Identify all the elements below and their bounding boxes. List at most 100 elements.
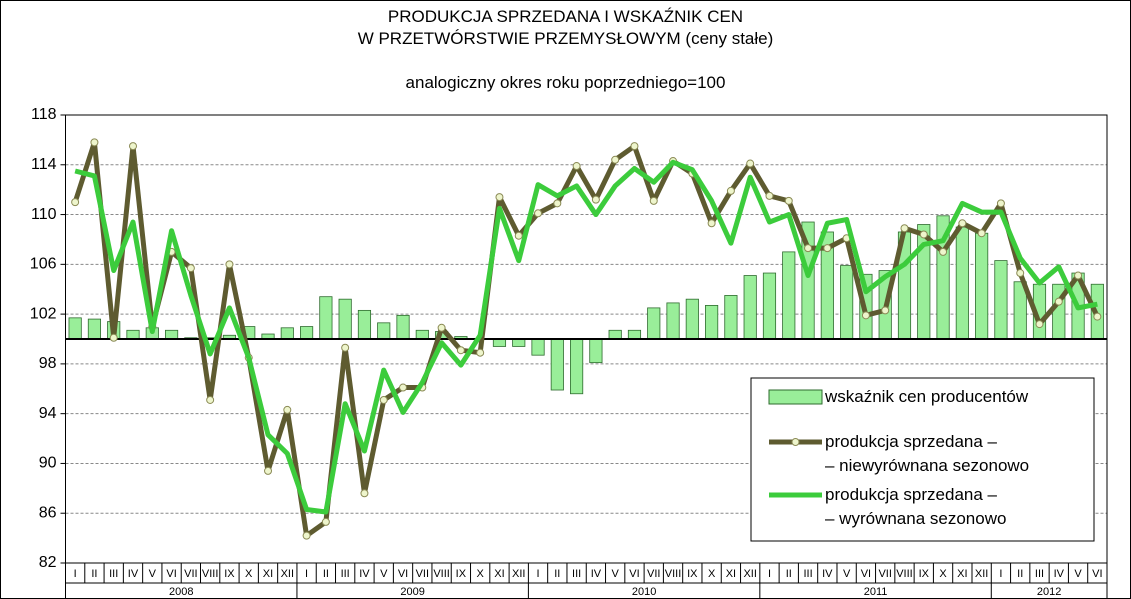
marker — [514, 231, 523, 240]
marker — [129, 142, 138, 151]
x-tick-label: V — [612, 568, 620, 580]
x-tick-label: XII — [743, 568, 756, 580]
x-tick-label: VI — [1092, 568, 1102, 580]
marker — [649, 196, 658, 205]
marker — [919, 230, 928, 239]
year-label: 2008 — [169, 586, 193, 598]
x-tick-label: VII — [878, 568, 891, 580]
x-tick-label: XII — [975, 568, 988, 580]
bar — [531, 338, 545, 356]
bar — [300, 326, 314, 340]
x-tick-label: IV — [128, 568, 139, 580]
x-tick-label: VIII — [665, 568, 682, 580]
bar — [280, 327, 294, 340]
marker — [765, 191, 774, 200]
marker — [784, 196, 793, 205]
marker — [360, 489, 369, 498]
bar — [724, 295, 738, 340]
x-tick-label: X — [939, 568, 947, 580]
bar — [994, 260, 1008, 340]
x-tick-label: V — [149, 568, 157, 580]
year-label: 2010 — [632, 586, 656, 598]
y-tick-label: 98 — [39, 355, 57, 372]
bar — [512, 338, 526, 347]
year-label: 2009 — [400, 586, 424, 598]
bar — [975, 232, 989, 340]
marker — [206, 395, 215, 404]
x-tick-label: III — [572, 568, 581, 580]
marker — [572, 162, 581, 171]
legend-box — [750, 377, 1095, 542]
bar — [840, 265, 854, 340]
x-tick-label: II — [554, 568, 560, 580]
marker — [456, 346, 465, 355]
bar — [570, 338, 584, 395]
marker — [321, 517, 330, 526]
marker — [996, 199, 1005, 208]
marker — [861, 311, 870, 320]
x-tick-label: VI — [629, 568, 639, 580]
marker — [90, 138, 99, 147]
marker — [283, 405, 292, 414]
marker — [379, 395, 388, 404]
y-tick-label: 106 — [30, 256, 57, 273]
bar — [762, 272, 777, 340]
bar — [627, 329, 642, 340]
marker — [591, 195, 600, 204]
x-tick-label: XII — [281, 568, 294, 580]
bar — [377, 322, 391, 340]
bar — [126, 329, 140, 340]
marker — [553, 199, 562, 208]
marker — [225, 260, 234, 269]
bar — [705, 304, 719, 340]
x-tick-label: VIII — [896, 568, 913, 580]
bar — [338, 298, 352, 340]
x-tick-label: IV — [359, 568, 370, 580]
bar — [87, 318, 102, 340]
legend-label: produkcja sprzedana – – wyrównana sezono… — [825, 485, 1007, 528]
y-tick-label: 86 — [39, 504, 57, 521]
y-tick-label: 114 — [31, 156, 57, 173]
x-tick-label: VII — [647, 568, 660, 580]
x-tick-label: I — [999, 568, 1002, 580]
marker — [186, 264, 195, 273]
marker — [1093, 312, 1102, 321]
x-tick-label: IX — [919, 568, 930, 580]
marker — [1016, 269, 1025, 278]
marker — [1054, 297, 1063, 306]
x-tick-label: VI — [861, 568, 871, 580]
y-tick-label: 82 — [39, 554, 57, 571]
y-tick-label: 102 — [30, 305, 57, 322]
bar — [396, 314, 410, 340]
x-tick-label: II — [91, 568, 97, 580]
x-tick-label: IV — [591, 568, 602, 580]
x-tick-label: V — [1074, 568, 1082, 580]
x-tick-label: VIII — [202, 568, 219, 580]
x-tick-label: XI — [263, 568, 273, 580]
marker — [630, 142, 639, 151]
y-tick-label: 94 — [39, 405, 57, 422]
x-tick-label: V — [843, 568, 851, 580]
x-tick-label: IV — [1054, 568, 1065, 580]
marker — [726, 186, 735, 195]
line — [72, 139, 1100, 539]
marker — [804, 244, 813, 253]
bar — [550, 338, 564, 391]
marker — [109, 333, 118, 342]
x-tick-label: I — [768, 568, 771, 580]
year-label: 2011 — [864, 586, 888, 598]
x-tick-label: XII — [512, 568, 525, 580]
x-tick-label: XI — [494, 568, 504, 580]
bar — [782, 251, 796, 340]
marker — [495, 193, 504, 202]
bar — [492, 338, 507, 347]
bar — [743, 275, 757, 340]
x-tick-label: VIII — [433, 568, 450, 580]
x-tick-label: IX — [456, 568, 467, 580]
bar — [647, 307, 661, 340]
x-tick-label: X — [708, 568, 716, 580]
x-tick-label: VII — [416, 568, 429, 580]
year-label: 2012 — [1037, 586, 1061, 598]
